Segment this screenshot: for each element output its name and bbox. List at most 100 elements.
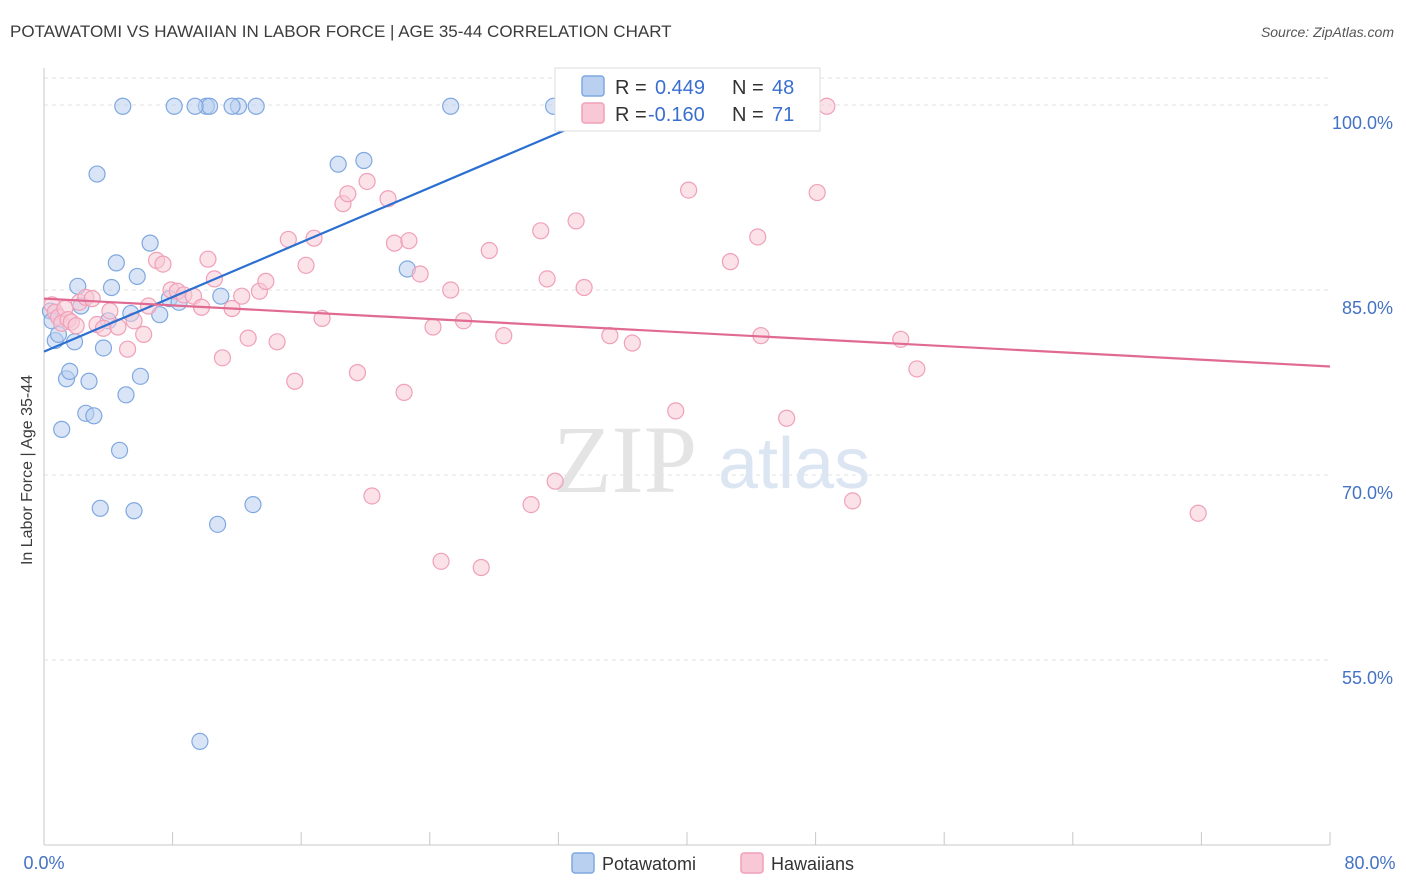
point-hawaiians-20 <box>154 255 172 273</box>
point-hawaiians-60 <box>546 472 564 490</box>
point-potawatomi-38 <box>186 97 204 115</box>
point-potawatomi-18 <box>107 254 125 272</box>
legend-n-label-2: N = <box>732 104 764 126</box>
point-hawaiians-70 <box>778 409 796 427</box>
legend-swatch-potawatomi <box>581 75 605 97</box>
point-potawatomi-32 <box>200 97 219 115</box>
point-hawaiians-48 <box>400 232 418 250</box>
legend-r-value-1: 0.449 <box>655 77 705 99</box>
point-potawatomi-25 <box>141 234 159 252</box>
point-hawaiians-63 <box>601 327 619 345</box>
point-hawaiians-17 <box>135 325 153 343</box>
point-hawaiians-43 <box>358 172 376 191</box>
point-hawaiians-33 <box>257 272 275 290</box>
point-potawatomi-22 <box>125 502 143 520</box>
point-hawaiians-13 <box>101 302 119 320</box>
point-hawaiians-26 <box>199 250 217 268</box>
chart-title: POTAWATOMI VS HAWAIIAN IN LABOR FORCE | … <box>10 22 672 41</box>
point-hawaiians-76 <box>1189 504 1207 522</box>
point-potawatomi-34 <box>212 287 230 305</box>
point-potawatomi-17 <box>102 278 121 297</box>
series-legend: Potawatomi Hawaiians <box>571 852 854 874</box>
x-tick-label-min: 0.0% <box>23 853 64 873</box>
point-potawatomi-28 <box>165 97 183 115</box>
point-hawaiians-42 <box>348 364 367 382</box>
series-legend-swatch-potawatomi <box>571 852 595 874</box>
point-potawatomi-20 <box>117 386 135 404</box>
series-legend-swatch-hawaiians <box>740 852 764 874</box>
point-hawaiians-71 <box>808 183 826 202</box>
point-potawatomi-15 <box>94 339 113 357</box>
watermark-atlas: atlas <box>718 424 870 504</box>
point-hawaiians-36 <box>286 372 304 390</box>
point-hawaiians-7 <box>67 317 85 335</box>
point-potawatomi-41 <box>355 151 373 170</box>
point-hawaiians-31 <box>239 329 257 347</box>
point-hawaiians-49 <box>411 265 429 283</box>
point-potawatomi-33 <box>209 515 227 533</box>
series-legend-label-hawaiians: Hawaiians <box>771 854 854 874</box>
point-hawaiians-34 <box>268 333 286 351</box>
point-hawaiians-46 <box>385 234 404 252</box>
point-potawatomi-26 <box>151 306 169 324</box>
watermark: ZIP atlas <box>553 406 870 513</box>
point-hawaiians-15 <box>118 340 137 358</box>
point-hawaiians-57 <box>522 496 540 514</box>
legend-n-label-1: N = <box>732 77 764 99</box>
y-tick-labels: 100.0% 85.0% 70.0% 55.0% <box>1332 113 1393 688</box>
trend-lines <box>43 97 1331 368</box>
y-tick-label-1: 85.0% <box>1342 298 1393 318</box>
point-potawatomi-14 <box>91 499 109 517</box>
point-hawaiians-44 <box>363 487 381 505</box>
y-tick-label-2: 70.0% <box>1342 483 1393 503</box>
point-potawatomi-12 <box>85 407 103 425</box>
point-hawaiians-30 <box>233 287 251 305</box>
x-tick-label-max: 80.0% <box>1344 853 1395 873</box>
point-hawaiians-51 <box>432 552 450 570</box>
legend-n-value-2: 71 <box>772 104 794 126</box>
point-potawatomi-40 <box>329 155 347 173</box>
legend-r-label-2: R = <box>615 104 647 126</box>
point-hawaiians-50 <box>424 318 442 336</box>
point-potawatomi-36 <box>244 496 262 514</box>
legend-swatch-hawaiians <box>581 102 605 124</box>
y-tick-label-0: 100.0% <box>1332 113 1393 133</box>
point-hawaiians-56 <box>495 327 513 345</box>
point-hawaiians-47 <box>395 383 413 401</box>
watermark-zip: ZIP <box>553 406 697 513</box>
x-ticks <box>43 832 1331 845</box>
point-hawaiians-67 <box>721 253 740 271</box>
trend-line-hawaiians <box>43 297 1331 368</box>
point-potawatomi-30 <box>191 732 209 751</box>
legend-n-value-1: 48 <box>772 77 794 99</box>
point-hawaiians-41 <box>339 185 357 203</box>
point-hawaiians-10 <box>83 290 101 308</box>
point-hawaiians-73 <box>843 492 862 510</box>
point-hawaiians-68 <box>749 228 767 246</box>
point-potawatomi-37 <box>247 97 265 115</box>
point-hawaiians-72 <box>818 97 836 115</box>
chart-source: Source: ZipAtlas.com <box>1260 24 1394 40</box>
point-hawaiians-55 <box>480 241 498 260</box>
point-hawaiians-59 <box>538 270 556 288</box>
point-hawaiians-61 <box>567 212 585 230</box>
point-potawatomi-47 <box>114 97 132 115</box>
point-hawaiians-52 <box>442 281 460 299</box>
point-potawatomi-6 <box>61 362 79 380</box>
series-legend-label-potawatomi: Potawatomi <box>602 854 696 874</box>
y-tick-label-3: 55.0% <box>1342 668 1393 688</box>
point-potawatomi-19 <box>110 441 129 459</box>
legend-r-label-1: R = <box>615 77 647 99</box>
point-hawaiians-75 <box>908 360 926 378</box>
legend: R = 0.449 N = 48 R = -0.160 N = 71 <box>554 67 821 132</box>
point-potawatomi-13 <box>88 165 106 183</box>
point-hawaiians-54 <box>472 558 490 577</box>
point-hawaiians-65 <box>667 402 685 420</box>
point-potawatomi-43 <box>442 97 460 115</box>
point-hawaiians-58 <box>532 222 550 240</box>
point-hawaiians-64 <box>623 334 641 352</box>
point-hawaiians-28 <box>213 349 232 367</box>
point-hawaiians-37 <box>297 256 315 274</box>
trend-line-potawatomi <box>43 97 640 353</box>
